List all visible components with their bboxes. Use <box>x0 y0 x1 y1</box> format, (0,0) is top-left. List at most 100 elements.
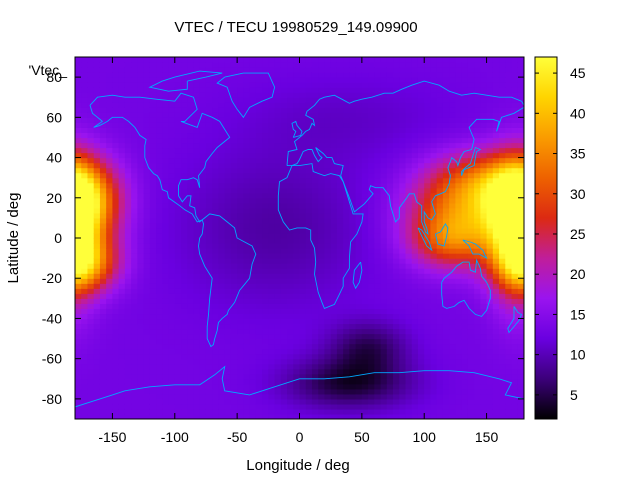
heatmap-cell <box>417 238 425 244</box>
heatmap-cell <box>280 152 288 159</box>
heatmap-cell <box>368 142 375 149</box>
heatmap-cell <box>480 177 488 184</box>
heatmap-cell <box>162 162 170 169</box>
heatmap-cell <box>118 328 126 335</box>
heatmap-cell <box>106 338 114 345</box>
heatmap-cell <box>193 338 201 345</box>
heatmap-cell <box>230 258 238 264</box>
heatmap-cell <box>318 308 326 315</box>
heatmap-cell <box>174 112 182 118</box>
heatmap-cell <box>474 67 481 73</box>
heatmap-cell <box>499 147 506 154</box>
heatmap-cell <box>212 358 220 365</box>
heatmap-cell <box>81 253 89 259</box>
heatmap-cell <box>262 232 269 239</box>
heatmap-cell <box>499 383 506 390</box>
heatmap-cell <box>305 408 313 415</box>
heatmap-cell <box>449 383 457 390</box>
heatmap-cell <box>193 67 201 73</box>
heatmap-cell <box>449 57 457 63</box>
heatmap-cell <box>287 323 294 330</box>
heatmap-cell <box>230 323 238 330</box>
heatmap-cell <box>193 147 201 154</box>
heatmap-cell <box>199 393 207 400</box>
heatmap-cell <box>262 243 269 249</box>
heatmap-cell <box>162 202 170 209</box>
heatmap-cell <box>268 258 276 264</box>
heatmap-cell <box>262 283 269 289</box>
heatmap-cell <box>218 72 226 78</box>
heatmap-cell <box>168 248 176 254</box>
heatmap-cell <box>368 82 375 88</box>
heatmap-cell <box>137 413 145 419</box>
heatmap-cell <box>274 338 282 345</box>
heatmap-cell <box>380 293 388 299</box>
heatmap-cell <box>143 157 151 164</box>
heatmap-cell <box>461 122 469 128</box>
heatmap-cell <box>212 212 220 219</box>
heatmap-cell <box>287 398 294 405</box>
heatmap-cell <box>131 232 138 239</box>
heatmap-cell <box>499 248 506 254</box>
heatmap-cell <box>181 102 188 108</box>
heatmap-cell <box>436 403 444 410</box>
heatmap-cell <box>156 403 163 410</box>
heatmap-cell <box>280 197 288 204</box>
heatmap-cell <box>324 147 332 154</box>
heatmap-cell <box>449 273 457 279</box>
heatmap-cell <box>474 238 481 244</box>
heatmap-cell <box>343 182 350 189</box>
heatmap-cell <box>467 258 475 264</box>
heatmap-cell <box>174 403 182 410</box>
heatmap-cell <box>81 127 89 134</box>
heatmap-cell <box>249 112 257 118</box>
heatmap-cell <box>149 333 157 340</box>
heatmap-cell <box>461 162 469 169</box>
heatmap-cell <box>393 152 400 159</box>
heatmap-cell <box>299 318 307 325</box>
heatmap-cell <box>368 92 375 98</box>
heatmap-cell <box>287 222 294 229</box>
heatmap-cell <box>199 323 207 330</box>
heatmap-cell <box>162 238 170 244</box>
heatmap-cell <box>249 147 257 154</box>
heatmap-cell <box>237 338 244 345</box>
heatmap-cell <box>118 197 126 204</box>
heatmap-cell <box>287 338 294 345</box>
heatmap-cell <box>411 187 419 194</box>
heatmap-cell <box>299 298 307 304</box>
heatmap-cell <box>380 338 388 345</box>
heatmap-cell <box>87 328 95 335</box>
heatmap-cell <box>436 157 444 164</box>
heatmap-cell <box>449 232 457 239</box>
heatmap-cell <box>187 157 195 164</box>
heatmap-cell <box>205 232 213 239</box>
heatmap-cell <box>361 142 369 149</box>
heatmap-cell <box>386 383 394 390</box>
heatmap-cell <box>137 182 145 189</box>
heatmap-cell <box>187 67 195 73</box>
heatmap-cell <box>405 87 413 93</box>
heatmap-cell <box>149 202 157 209</box>
heatmap-cell <box>361 348 369 355</box>
heatmap-cell <box>193 117 201 123</box>
heatmap-cell <box>393 207 400 214</box>
heatmap-cell <box>87 197 95 204</box>
heatmap-cell <box>330 248 338 254</box>
heatmap-cell <box>81 207 89 214</box>
heatmap-cell <box>449 348 457 355</box>
heatmap-cell <box>87 348 95 355</box>
heatmap-cell <box>349 263 357 269</box>
heatmap-cell <box>99 152 107 159</box>
heatmap-cell <box>442 388 450 395</box>
heatmap-cell <box>399 232 407 239</box>
heatmap-cell <box>149 368 157 375</box>
heatmap-cell <box>243 147 251 154</box>
heatmap-cell <box>455 192 463 199</box>
heatmap-cell <box>143 323 151 330</box>
heatmap-cell <box>137 373 145 380</box>
heatmap-cell <box>87 72 95 78</box>
heatmap-cell <box>99 187 107 194</box>
heatmap-cell <box>424 172 432 179</box>
heatmap-cell <box>430 192 438 199</box>
